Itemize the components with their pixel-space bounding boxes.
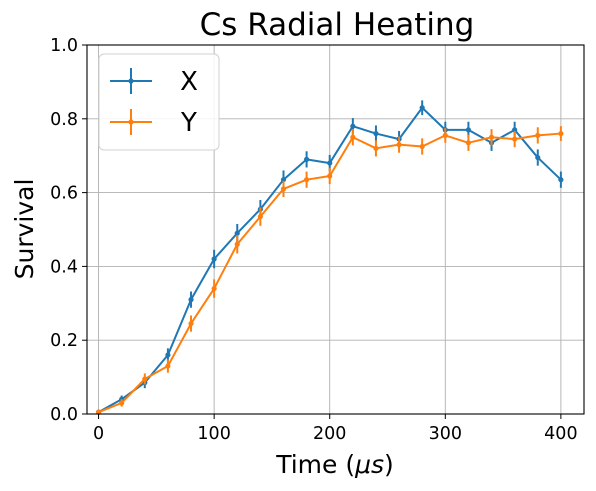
series-x-point [327, 160, 333, 166]
x-axis-label: Time (μs) [275, 450, 394, 479]
series-x-point [512, 127, 518, 133]
legend: XY [98, 53, 220, 151]
series-x-point [234, 230, 240, 236]
series-x-point [419, 105, 425, 111]
series-y-point [396, 142, 402, 148]
legend-box [98, 53, 220, 151]
y-tick-label: 0.6 [50, 184, 78, 204]
ticks: 0 100 200 300 400 0.0 0.2 0.4 0.6 0.8 1.0 [50, 36, 577, 444]
series-x-point [350, 123, 356, 129]
legend-entry-y: Y [110, 108, 197, 138]
series-y-point [488, 134, 495, 140]
x-axis-label-close: ) [384, 450, 394, 479]
series-y-point [257, 213, 263, 220]
series-y-point [535, 132, 541, 139]
series-x-point [304, 156, 310, 162]
chart-title: Cs Radial Heating [200, 7, 475, 43]
series-y-point [465, 140, 472, 146]
legend-label-x: X [180, 67, 198, 97]
y-axis-label: Survival [10, 179, 39, 280]
legend-entry-x: X [110, 67, 198, 97]
series-y-point [165, 363, 171, 369]
x-tick-label: 300 [429, 424, 462, 444]
x-tick-label: 400 [544, 424, 577, 444]
series-y-point [327, 173, 333, 179]
y-tick-label: 1.0 [50, 36, 78, 56]
series-y-point [142, 376, 148, 382]
legend-swatch-marker [128, 119, 134, 125]
series-y-point [234, 241, 240, 247]
plot-frame [86, 44, 585, 415]
series-x-point [558, 177, 564, 183]
series-x-point [211, 256, 217, 262]
series-x-point [280, 177, 287, 183]
x-tick-label: 200 [313, 424, 346, 444]
y-tick-label: 0.4 [50, 257, 78, 277]
series-x-point [165, 352, 171, 358]
y-tick-label: 0.0 [50, 405, 78, 425]
series-y-point [442, 132, 448, 139]
legend-label-y: Y [180, 108, 197, 138]
series-y-point [373, 145, 379, 151]
series-y-point [558, 130, 564, 137]
x-tick-label: 0 [93, 424, 104, 444]
series-y-point [304, 177, 310, 183]
x-axis-label-unit: μs [354, 450, 384, 479]
series-x-point [535, 154, 541, 161]
series-y [95, 126, 564, 415]
x-axis-label-main: Time ( [275, 450, 355, 479]
series-y-point [119, 400, 125, 406]
series-y-point [280, 186, 287, 192]
series-y-point [419, 143, 425, 150]
y-tick-label: 0.8 [50, 110, 78, 130]
series-y-point [188, 320, 194, 327]
series-y-point [211, 285, 217, 292]
y-tick-label: 0.2 [50, 331, 78, 351]
series-x-point [188, 297, 194, 303]
series-x-point [373, 130, 379, 137]
legend-swatch-marker [128, 78, 134, 84]
series-y-point [350, 134, 356, 140]
series-layer [95, 100, 564, 415]
series-x-point [465, 127, 472, 133]
x-tick-label: 100 [197, 424, 230, 444]
series-y-point [512, 136, 518, 142]
